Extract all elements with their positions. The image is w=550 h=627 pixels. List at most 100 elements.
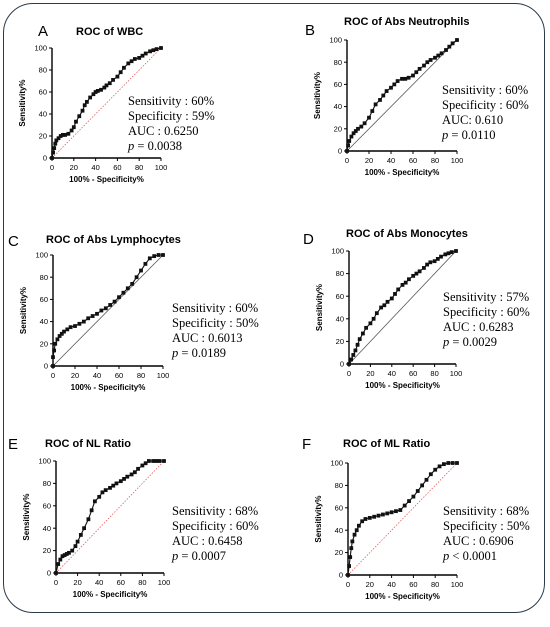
roc-point [111, 483, 116, 488]
y-tick-label: 40 [43, 524, 51, 533]
panel-b: B ROC of Abs Neutrophils 0 20 40 60 80 100 0 20… [273, 6, 545, 206]
roc-point [121, 290, 126, 295]
roc-point [411, 494, 416, 499]
roc-point [407, 499, 411, 503]
roc-point [53, 141, 58, 146]
roc-point [428, 58, 433, 62]
roc-point [64, 552, 69, 556]
y-tick-label: 20 [39, 132, 47, 141]
roc-point [86, 517, 91, 522]
stats-block: Sensitivity : 68% Specificity : 50% AUC … [443, 504, 530, 564]
stat-auc: AUC : 0.6906 [443, 534, 514, 548]
roc-point [425, 60, 430, 65]
x-tick-label: 40 [93, 371, 101, 380]
roc-point [345, 149, 349, 153]
panel-letter: B [305, 22, 316, 39]
roc-point [372, 514, 377, 519]
roc-point [411, 73, 415, 78]
roc-point [393, 292, 397, 296]
stats-block: Sensitivity : 57% Specificity : 60% AUC … [443, 290, 530, 350]
y-tick-label: 80 [43, 479, 51, 488]
roc-point [84, 100, 89, 104]
stat-auc: AUC: 0.610 [442, 113, 504, 127]
y-tick-label: 60 [40, 295, 48, 304]
roc-point [130, 281, 135, 286]
roc-point [151, 48, 156, 53]
x-tick-label: 100 [158, 578, 171, 587]
roc-point [433, 467, 438, 472]
y-axis-label: Sensitivity% [19, 287, 28, 334]
stat-auc: AUC : 0.6283 [443, 320, 514, 334]
roc-point [82, 103, 87, 108]
roc-point [348, 555, 353, 559]
roc-point [392, 82, 397, 87]
figure-frame [3, 3, 545, 613]
stat-sensitivity: Sensitivity : 68% [443, 504, 530, 518]
x-tick-label: 80 [430, 369, 438, 378]
roc-point [384, 89, 389, 93]
x-tick-label: 80 [138, 578, 146, 587]
x-tick-label: 80 [431, 580, 439, 589]
y-tick-label: 0 [44, 362, 48, 371]
y-tick-label: 100 [38, 457, 51, 466]
roc-point [139, 268, 143, 273]
roc-point [125, 286, 130, 291]
stat-specificity: Specificity : 50% [172, 316, 259, 330]
panel-a: A ROC of WBC 0 20 40 60 80 100 0 20 40 60 80 100 100… [0, 10, 272, 210]
roc-point [99, 87, 103, 92]
roc-point [354, 528, 359, 533]
stats-block: Sensitivity : 60% Specificity : 60% AUC:… [442, 83, 529, 143]
y-tick-label: 40 [39, 110, 47, 119]
y-tick-label: 100 [330, 459, 343, 468]
y-axis-label: Sensitivity% [314, 495, 323, 542]
roc-point [346, 573, 350, 577]
roc-point [99, 308, 104, 313]
x-tick-label: 60 [409, 369, 417, 378]
roc-point [74, 119, 78, 124]
y-tick-label: 0 [340, 360, 344, 369]
roc-point [374, 311, 379, 316]
roc-point [439, 254, 443, 259]
roc-point [97, 494, 102, 499]
roc-point [86, 316, 91, 321]
panel-letter: A [38, 23, 49, 40]
roc-point [54, 571, 58, 575]
roc-point [61, 133, 65, 137]
stat-specificity: Specificity : 60% [443, 305, 530, 319]
x-tick-label: 20 [365, 156, 373, 165]
roc-point [111, 78, 115, 82]
x-tick-label: 60 [409, 580, 417, 589]
roc-point [54, 138, 59, 143]
y-tick-label: 80 [336, 269, 344, 278]
y-tick-label: 40 [336, 314, 344, 323]
x-tick-label: 100 [157, 371, 170, 380]
panel-e: E ROC of NL Ratio 0 20 40 60 80 100 0 20 40 60 80 1… [0, 427, 272, 627]
x-tick-label: 100 [155, 163, 168, 172]
x-axis-label: 100% - Specificity% [73, 590, 148, 599]
stats-block: Sensitivity : 60% Specificity : 59% AUC … [128, 94, 215, 154]
y-tick-label: 0 [43, 154, 47, 163]
panel-d: D ROC of Abs Monocytes 0 20 40 60 80 100 0 20 40… [273, 220, 545, 420]
roc-point [143, 51, 148, 56]
roc-point [56, 562, 61, 566]
roc-point [422, 266, 426, 270]
panel-title: ROC of ML Ratio [343, 438, 431, 450]
roc-point [108, 303, 113, 307]
roc-point [82, 526, 86, 531]
stat-p-value: p = 0.0110 [442, 128, 496, 142]
stat-specificity: Specificity : 50% [443, 519, 530, 533]
roc-point [143, 261, 148, 266]
reference-diagonal [348, 250, 457, 365]
roc-point [371, 316, 376, 321]
roc-point [449, 250, 454, 255]
x-tick-label: 40 [387, 580, 395, 589]
roc-point [77, 114, 82, 119]
x-tick-label: 40 [387, 156, 395, 165]
roc-point [159, 46, 163, 50]
roc-point [389, 510, 394, 515]
roc-point [439, 51, 444, 56]
roc-point [382, 303, 387, 308]
roc-point [367, 115, 371, 120]
roc-point [425, 262, 430, 267]
roc-point [403, 280, 408, 285]
